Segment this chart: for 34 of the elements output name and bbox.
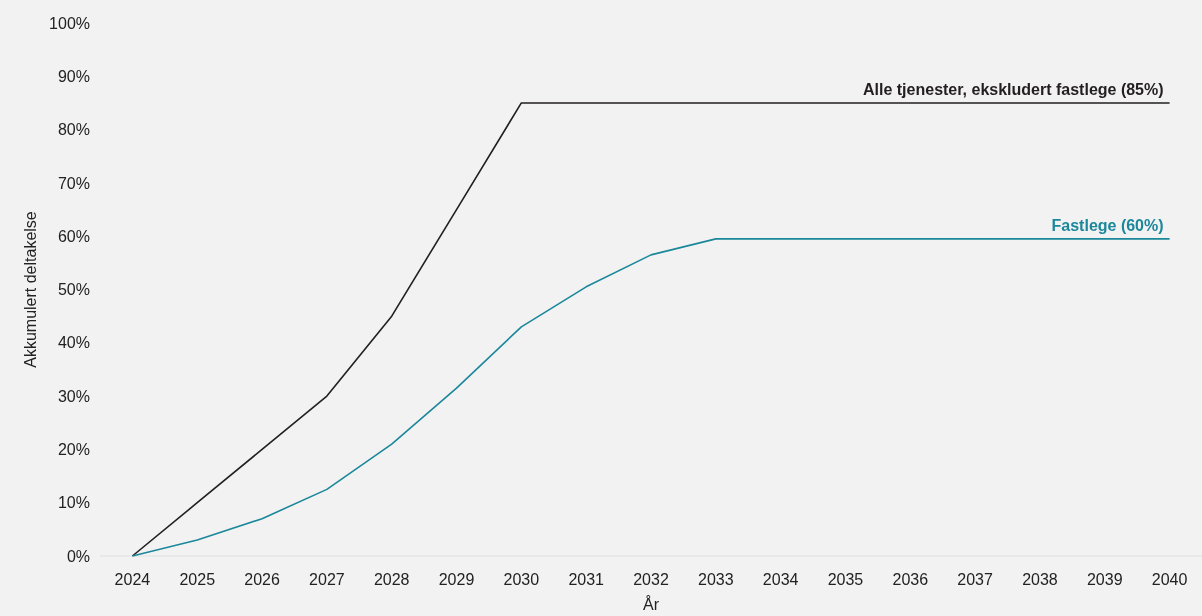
series-label: Alle tjenester, ekskludert fastlege (85%): [863, 80, 1164, 98]
x-tick-label: 2034: [762, 571, 799, 588]
y-axis-title: Akkumulert deltakelse: [22, 211, 39, 368]
x-tick-label: 2029: [438, 571, 475, 588]
x-tick-label: 2039: [1086, 571, 1123, 588]
x-tick-label: 2040: [1151, 571, 1188, 588]
x-axis-title: År: [643, 595, 660, 613]
x-tick-label: 2037: [957, 571, 994, 588]
x-tick-label: 2030: [503, 571, 540, 588]
y-tick-label: 30%: [57, 387, 90, 405]
y-tick-label: 40%: [57, 334, 90, 352]
x-tick-label: 2036: [892, 571, 929, 588]
line-series: [131, 238, 1171, 557]
x-tick-label: 2026: [244, 571, 280, 588]
y-tick-label: 50%: [57, 281, 90, 299]
line-series: [131, 102, 1171, 557]
y-tick-label: 100%: [49, 14, 90, 32]
x-tick-label: 2024: [114, 571, 151, 588]
x-tick-label: 2033: [698, 571, 734, 588]
y-tick-label: 90%: [57, 67, 90, 85]
x-tick-label: 2025: [179, 571, 216, 588]
y-tick-label: 80%: [57, 121, 90, 139]
x-tick-label: 2032: [633, 571, 669, 588]
y-tick-label: 10%: [57, 494, 90, 512]
y-tick-label: 60%: [57, 227, 90, 245]
x-tick-label: 2028: [373, 571, 410, 588]
y-tick-label: 70%: [57, 174, 90, 192]
y-tick-label: 0%: [66, 547, 90, 565]
x-tick-label: 2038: [1022, 571, 1058, 588]
x-tick-label: 2031: [568, 571, 605, 588]
x-tick-label: 2027: [309, 571, 345, 588]
y-tick-label: 20%: [57, 441, 90, 458]
x-tick-label: 2035: [827, 571, 864, 588]
series-label: Fastlege (60%): [1051, 216, 1164, 234]
